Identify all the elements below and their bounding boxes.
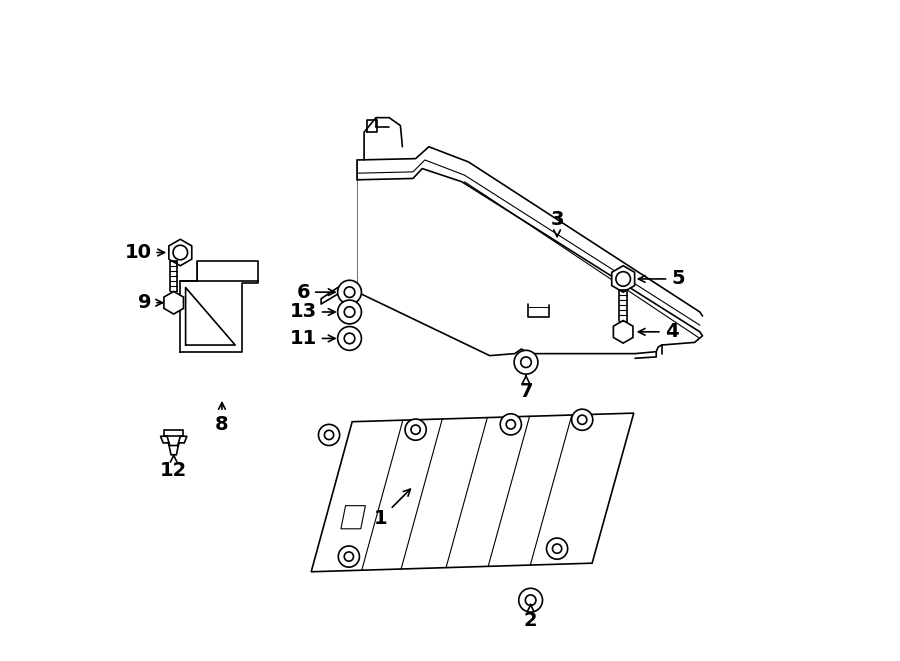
Text: 7: 7	[519, 375, 533, 401]
Text: 6: 6	[296, 283, 335, 301]
Polygon shape	[341, 506, 365, 529]
Circle shape	[578, 415, 587, 424]
Text: 11: 11	[290, 329, 335, 348]
Circle shape	[344, 552, 354, 561]
Circle shape	[338, 546, 359, 567]
Circle shape	[319, 424, 339, 446]
Polygon shape	[160, 436, 187, 455]
Polygon shape	[311, 413, 634, 572]
Text: 13: 13	[290, 303, 335, 321]
Circle shape	[506, 420, 516, 429]
Circle shape	[405, 419, 427, 440]
Text: 2: 2	[524, 604, 537, 629]
Circle shape	[616, 272, 631, 286]
Circle shape	[518, 588, 543, 612]
Circle shape	[344, 307, 355, 317]
Circle shape	[521, 357, 531, 368]
Circle shape	[338, 300, 362, 324]
Circle shape	[344, 287, 355, 297]
Text: 9: 9	[138, 293, 163, 312]
Circle shape	[514, 350, 538, 374]
Circle shape	[338, 327, 362, 350]
Text: 1: 1	[374, 489, 410, 528]
Polygon shape	[612, 266, 634, 292]
Circle shape	[344, 333, 355, 344]
Circle shape	[338, 280, 362, 304]
Circle shape	[526, 595, 536, 605]
Circle shape	[553, 544, 562, 553]
Text: 3: 3	[550, 210, 563, 237]
Text: 5: 5	[638, 270, 685, 288]
Polygon shape	[164, 292, 184, 314]
Circle shape	[411, 425, 420, 434]
Polygon shape	[614, 321, 633, 343]
Text: 4: 4	[638, 323, 679, 341]
Polygon shape	[165, 430, 183, 436]
Circle shape	[500, 414, 521, 435]
Text: 12: 12	[160, 455, 187, 480]
Text: 8: 8	[215, 403, 229, 434]
Circle shape	[324, 430, 334, 440]
Polygon shape	[169, 239, 192, 266]
Circle shape	[546, 538, 568, 559]
Circle shape	[572, 409, 593, 430]
Circle shape	[173, 245, 187, 260]
Text: 10: 10	[124, 243, 165, 262]
